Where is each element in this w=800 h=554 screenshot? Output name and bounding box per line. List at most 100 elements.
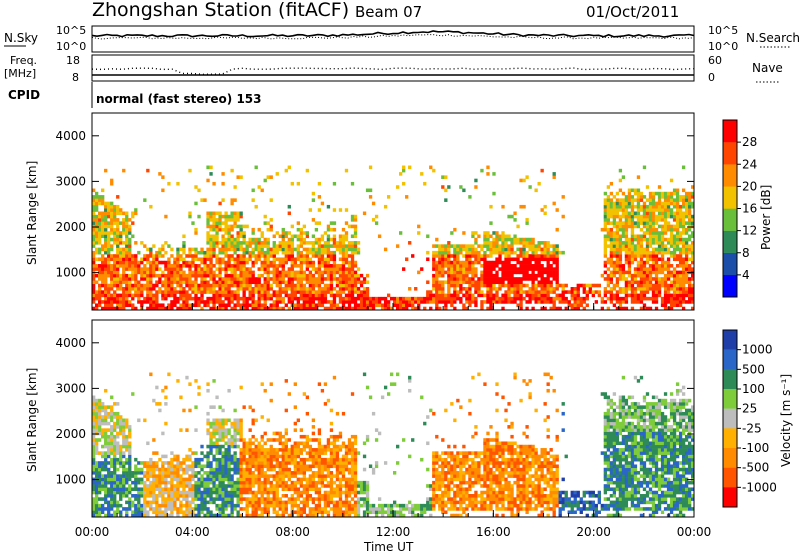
power-cell — [636, 244, 641, 248]
power-cell — [528, 185, 532, 189]
power-cell — [92, 211, 96, 216]
power-cell — [236, 293, 240, 298]
power-cell — [275, 303, 279, 308]
velocity-cell — [194, 451, 198, 455]
power-cell — [582, 300, 586, 304]
power-cell — [672, 273, 677, 278]
power-cell — [122, 300, 126, 304]
velocity-cell — [200, 503, 204, 508]
power-cell — [242, 237, 246, 242]
power-cell — [648, 257, 653, 262]
power-cell — [290, 283, 294, 288]
power-cell — [477, 234, 481, 239]
power-cell — [639, 191, 644, 196]
power-cell — [353, 227, 358, 232]
power-cell — [681, 277, 686, 281]
velocity-cell — [110, 441, 114, 446]
power-cell — [194, 270, 198, 275]
power-cell — [447, 296, 451, 301]
velocity-cell — [119, 461, 123, 465]
power-cell — [116, 306, 120, 311]
power-cell — [299, 260, 303, 265]
power-cell — [468, 244, 472, 248]
velocity-cell — [176, 507, 180, 511]
power-cell — [480, 293, 484, 298]
power-cell — [278, 280, 282, 285]
power-cell — [263, 221, 267, 225]
power-cell — [657, 237, 662, 242]
velocity-cell — [218, 507, 222, 511]
power-cell — [179, 303, 183, 308]
power-cell — [128, 264, 132, 268]
power-cell — [618, 218, 623, 222]
velocity-cell — [257, 487, 261, 492]
velocity-cell — [143, 464, 147, 469]
power-cell — [182, 250, 186, 255]
power-cell — [669, 306, 674, 311]
power-cell — [666, 237, 671, 242]
colorbar-swatch — [723, 230, 737, 253]
power-cell — [113, 306, 117, 311]
power-cell — [645, 224, 650, 229]
velocity-cell — [104, 494, 108, 498]
velocity-cell — [224, 421, 228, 426]
power-cell — [98, 296, 102, 301]
power-cell — [326, 244, 331, 248]
power-cell — [98, 293, 102, 298]
power-cell — [302, 241, 307, 245]
power-cell — [687, 198, 692, 202]
power-cell — [146, 306, 150, 311]
power-cell — [233, 290, 237, 294]
power-cell — [639, 244, 644, 248]
velocity-cell — [122, 418, 126, 423]
velocity-cell — [236, 484, 240, 488]
velocity-cell — [254, 454, 258, 459]
power-cell — [116, 264, 120, 268]
power-cell — [636, 300, 641, 304]
velocity-cell — [176, 513, 180, 518]
power-cell — [645, 270, 650, 275]
power-cell — [161, 247, 165, 252]
power-cell — [176, 254, 180, 258]
velocity-cell — [215, 487, 219, 492]
power-cell — [438, 254, 442, 258]
velocity-cell — [92, 428, 96, 432]
velocity-cell — [170, 467, 174, 472]
power-cell — [648, 270, 653, 275]
power-cell — [627, 204, 632, 209]
power-cell — [224, 267, 228, 271]
power-cell — [609, 191, 614, 196]
power-cell — [525, 237, 529, 242]
velocity-cell — [158, 480, 162, 485]
power-cell — [125, 296, 129, 301]
power-cell — [269, 250, 273, 255]
power-cell — [329, 267, 334, 271]
power-cell — [194, 287, 198, 291]
velocity-cell — [95, 490, 99, 495]
velocity-cell — [182, 497, 186, 501]
y-tick-label: 2000 — [55, 220, 86, 234]
power-cell — [663, 247, 668, 252]
velocity-cell — [113, 494, 117, 498]
power-cell — [242, 247, 246, 252]
power-cell — [119, 241, 123, 245]
power-cell — [519, 254, 523, 258]
power-cell — [492, 237, 496, 242]
power-cell — [107, 264, 111, 268]
power-cell — [438, 287, 442, 291]
power-cell — [630, 224, 635, 229]
power-cell — [555, 273, 559, 278]
velocity-cell — [95, 513, 99, 518]
velocity-cell — [173, 494, 177, 498]
power-cell — [453, 273, 457, 278]
velocity-cell — [146, 474, 150, 478]
power-cell — [654, 201, 659, 206]
power-cell — [495, 237, 499, 242]
colorbar-swatch — [723, 164, 737, 187]
velocity-cell — [251, 507, 255, 511]
power-cell — [110, 283, 114, 288]
power-cell — [314, 283, 319, 288]
power-cell — [227, 293, 231, 298]
power-cell — [606, 214, 611, 219]
power-cell — [260, 254, 264, 258]
